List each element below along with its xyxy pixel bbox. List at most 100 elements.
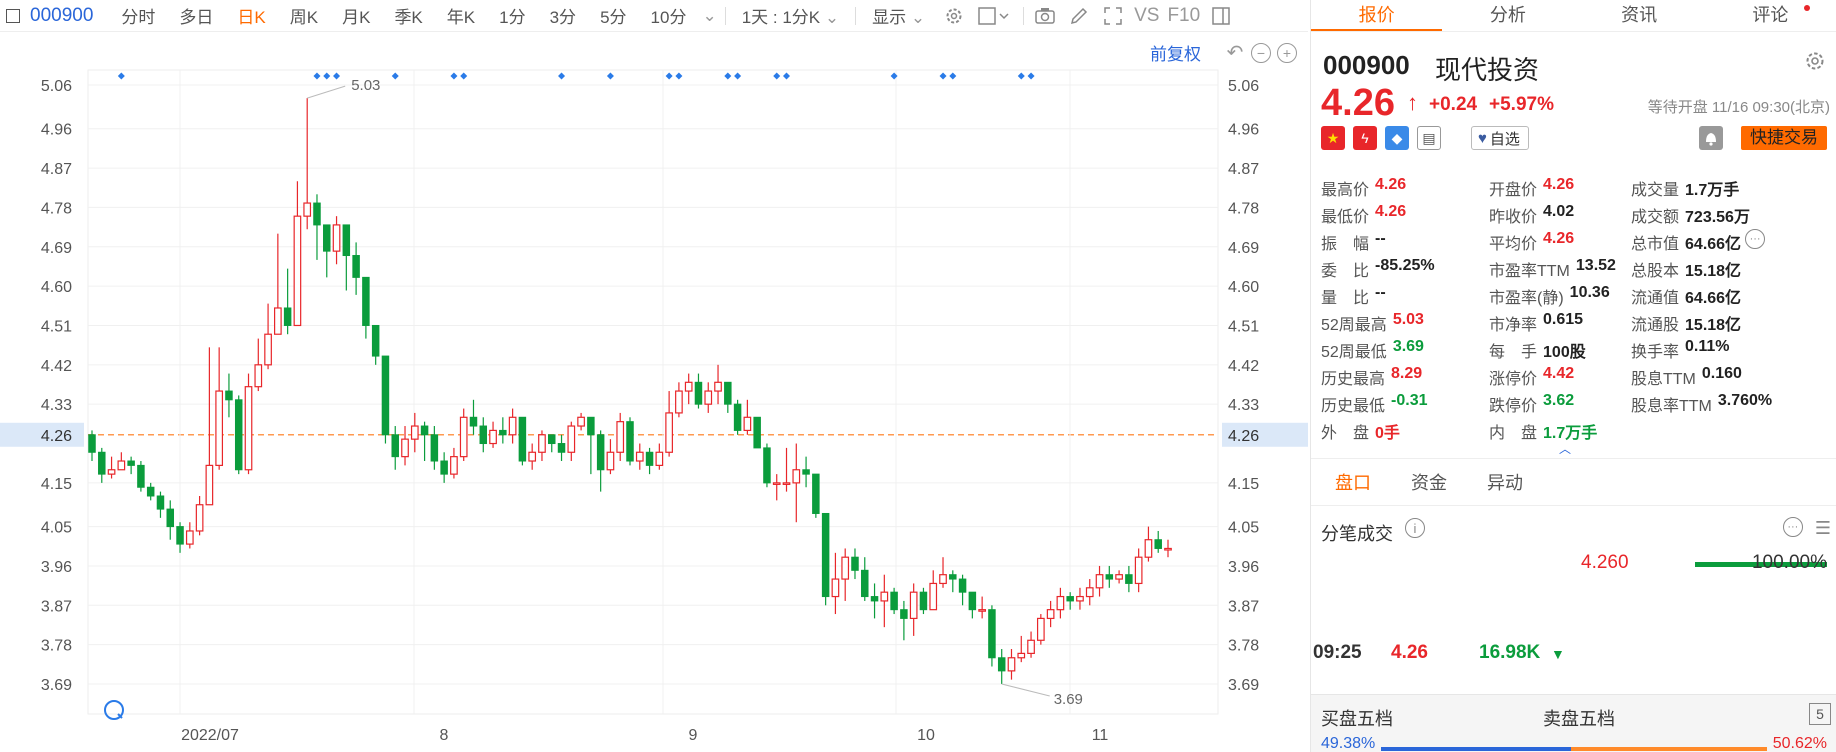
period-tab-yearly[interactable]: 年K bbox=[446, 8, 476, 27]
more-icon[interactable]: ··· bbox=[1782, 517, 1803, 537]
f10-button[interactable]: F10 bbox=[1167, 4, 1201, 26]
candle-body-up bbox=[792, 469, 801, 484]
period-tab-quarterly[interactable]: 季K bbox=[394, 8, 423, 27]
interval-select[interactable]: 1天 : 1分K ⌄ bbox=[730, 3, 851, 28]
subtab-orderbook[interactable]: 盘口 bbox=[1335, 473, 1371, 493]
period-tab-10min[interactable]: 10分 bbox=[650, 8, 687, 27]
tab-quote[interactable]: 报价 bbox=[1311, 0, 1443, 31]
tab-analysis[interactable]: 分析 bbox=[1489, 5, 1526, 25]
period-tab-5min[interactable]: 5分 bbox=[600, 8, 627, 27]
stat-value: 0.11% bbox=[1685, 338, 1730, 355]
list-view-icon[interactable]: ☰ bbox=[1814, 518, 1831, 538]
candle-body-down bbox=[420, 425, 429, 436]
pencil-icon[interactable] bbox=[1068, 5, 1090, 27]
tab-news[interactable]: 资讯 bbox=[1621, 5, 1658, 25]
note-icon[interactable]: ▤ bbox=[1417, 126, 1441, 150]
stat-label: 振 幅 bbox=[1321, 236, 1370, 253]
stat-item: 开盘价 4.26 bbox=[1489, 176, 1631, 203]
candle-body-up bbox=[714, 381, 722, 392]
subtab-funds[interactable]: 资金 bbox=[1411, 473, 1447, 493]
stat-value: 10.36 bbox=[1569, 284, 1610, 301]
level-count-button[interactable]: 5 bbox=[1809, 703, 1831, 725]
adjust-bar: 前复权 ↶ − + bbox=[1150, 40, 1297, 65]
toolbar-stock-code[interactable]: 000900 bbox=[30, 4, 94, 26]
zoom-out-icon[interactable]: − bbox=[1251, 42, 1271, 63]
stat-label: 历史最高 bbox=[1321, 371, 1386, 388]
candle-body-down bbox=[587, 416, 595, 436]
candle-body-down bbox=[225, 390, 233, 401]
tick-tools: ··· ☰ bbox=[1779, 517, 1831, 539]
tab-comments[interactable]: 评论 bbox=[1705, 0, 1836, 31]
stat-value: 4.26 bbox=[1543, 176, 1575, 193]
y-tick-label-left: 4.69 bbox=[41, 240, 72, 257]
y-tick-label-left: 4.60 bbox=[41, 279, 72, 296]
candle-body-up bbox=[567, 425, 576, 453]
add-watchlist-label: 自选 bbox=[1489, 130, 1520, 148]
display-menu[interactable]: 显示 ⌄ bbox=[860, 3, 937, 28]
stat-label: 总市值 bbox=[1631, 236, 1680, 253]
candle-body-down bbox=[430, 434, 439, 462]
distribution-bar bbox=[1695, 562, 1827, 567]
toolbar-divider bbox=[1023, 6, 1025, 25]
camera-icon[interactable] bbox=[1034, 5, 1056, 27]
stat-item: 每 手 100股 bbox=[1489, 338, 1631, 365]
quick-trade-button[interactable]: 快捷交易 bbox=[1741, 126, 1827, 150]
stat-item: 最低价 4.26 bbox=[1321, 203, 1489, 230]
period-tab-intraday[interactable]: 分时 bbox=[121, 8, 156, 27]
distribution-percent: 100.00% bbox=[1751, 552, 1827, 573]
event-marker-icon bbox=[333, 72, 341, 80]
stat-label: 涨停价 bbox=[1489, 371, 1538, 388]
period-dropdown-icon[interactable]: ⌄ bbox=[702, 5, 717, 25]
flash-icon[interactable]: ϟ bbox=[1353, 126, 1377, 150]
collapse-caret-icon[interactable]: ︿ bbox=[1559, 442, 1572, 456]
side-panel-icon[interactable] bbox=[1210, 5, 1232, 27]
stat-value: -0.31 bbox=[1391, 392, 1428, 409]
stat-value: 723.56万 bbox=[1685, 209, 1750, 226]
candle-body-up bbox=[107, 469, 116, 475]
stat-value: 3.69 bbox=[1392, 338, 1424, 355]
stat-label: 昨收价 bbox=[1489, 209, 1538, 226]
stat-item: 昨收价 4.02 bbox=[1489, 203, 1631, 230]
stats-row: 振 幅 -- 平均价 4.26 总市值 64.66亿 ··· bbox=[1321, 229, 1831, 257]
period-tab-weekly[interactable]: 周K bbox=[289, 8, 319, 27]
candle-body-up bbox=[528, 451, 537, 462]
quote-panel: 报价 分析 资讯 评论 000900 现代投资 4.26 ↑ +0.24 +5.… bbox=[1310, 0, 1836, 752]
adjust-mode-button[interactable]: 前复权 bbox=[1150, 45, 1201, 64]
stat-label: 流通股 bbox=[1631, 317, 1680, 334]
china-flag-icon: ★ bbox=[1321, 126, 1345, 150]
period-tab-1min[interactable]: 1分 bbox=[499, 8, 526, 27]
tag-icon[interactable]: ◆ bbox=[1385, 126, 1409, 150]
bell-icon[interactable] bbox=[1699, 126, 1723, 150]
info-icon[interactable]: i bbox=[1405, 518, 1425, 538]
y-tick-label-right: 4.96 bbox=[1228, 122, 1259, 139]
stat-label: 委 比 bbox=[1321, 263, 1370, 280]
zoom-in-icon[interactable]: + bbox=[1277, 42, 1297, 63]
min-price-label: 3.69 bbox=[1054, 691, 1083, 708]
subtab-movements[interactable]: 异动 bbox=[1487, 473, 1523, 493]
gear-icon[interactable] bbox=[1804, 50, 1826, 72]
candle-body-down bbox=[499, 429, 507, 436]
stat-label: 外 盘 bbox=[1321, 425, 1370, 442]
settings-gear-icon[interactable] bbox=[943, 5, 965, 27]
stat-value: 3.62 bbox=[1543, 392, 1575, 409]
candle-body-down bbox=[146, 486, 155, 497]
fullscreen-icon[interactable] bbox=[1102, 5, 1124, 27]
x-tick-label: 8 bbox=[440, 727, 449, 744]
more-icon[interactable]: ··· bbox=[1745, 229, 1766, 249]
candle-body-down bbox=[919, 591, 928, 611]
compare-vs-button[interactable]: VS bbox=[1134, 4, 1160, 26]
layout-select-icon[interactable] bbox=[977, 5, 1013, 27]
candle-body-down bbox=[812, 473, 820, 514]
panel-toggle-icon[interactable] bbox=[6, 8, 20, 23]
period-tab-multiday[interactable]: 多日 bbox=[179, 8, 214, 27]
candle-body-up bbox=[1036, 617, 1045, 641]
kline-chart[interactable]: 5.06 5.06 4.96 4.96 4.87 4.87 4.78 4.78 4.69 4.69… bbox=[0, 60, 1308, 752]
period-tab-3min[interactable]: 3分 bbox=[549, 8, 577, 27]
period-tab-monthly[interactable]: 月K bbox=[342, 8, 371, 27]
reset-icon[interactable]: ↶ bbox=[1226, 41, 1244, 64]
period-tab-daily[interactable]: 日K bbox=[237, 8, 266, 27]
stats-row: 历史最低 -0.31 跌停价 3.62 股息率TTM 3.760% bbox=[1321, 392, 1831, 419]
event-marker-icon bbox=[558, 72, 566, 80]
add-watchlist-button[interactable]: ♥ 自选 bbox=[1471, 126, 1529, 150]
candle-body-up bbox=[410, 425, 419, 440]
